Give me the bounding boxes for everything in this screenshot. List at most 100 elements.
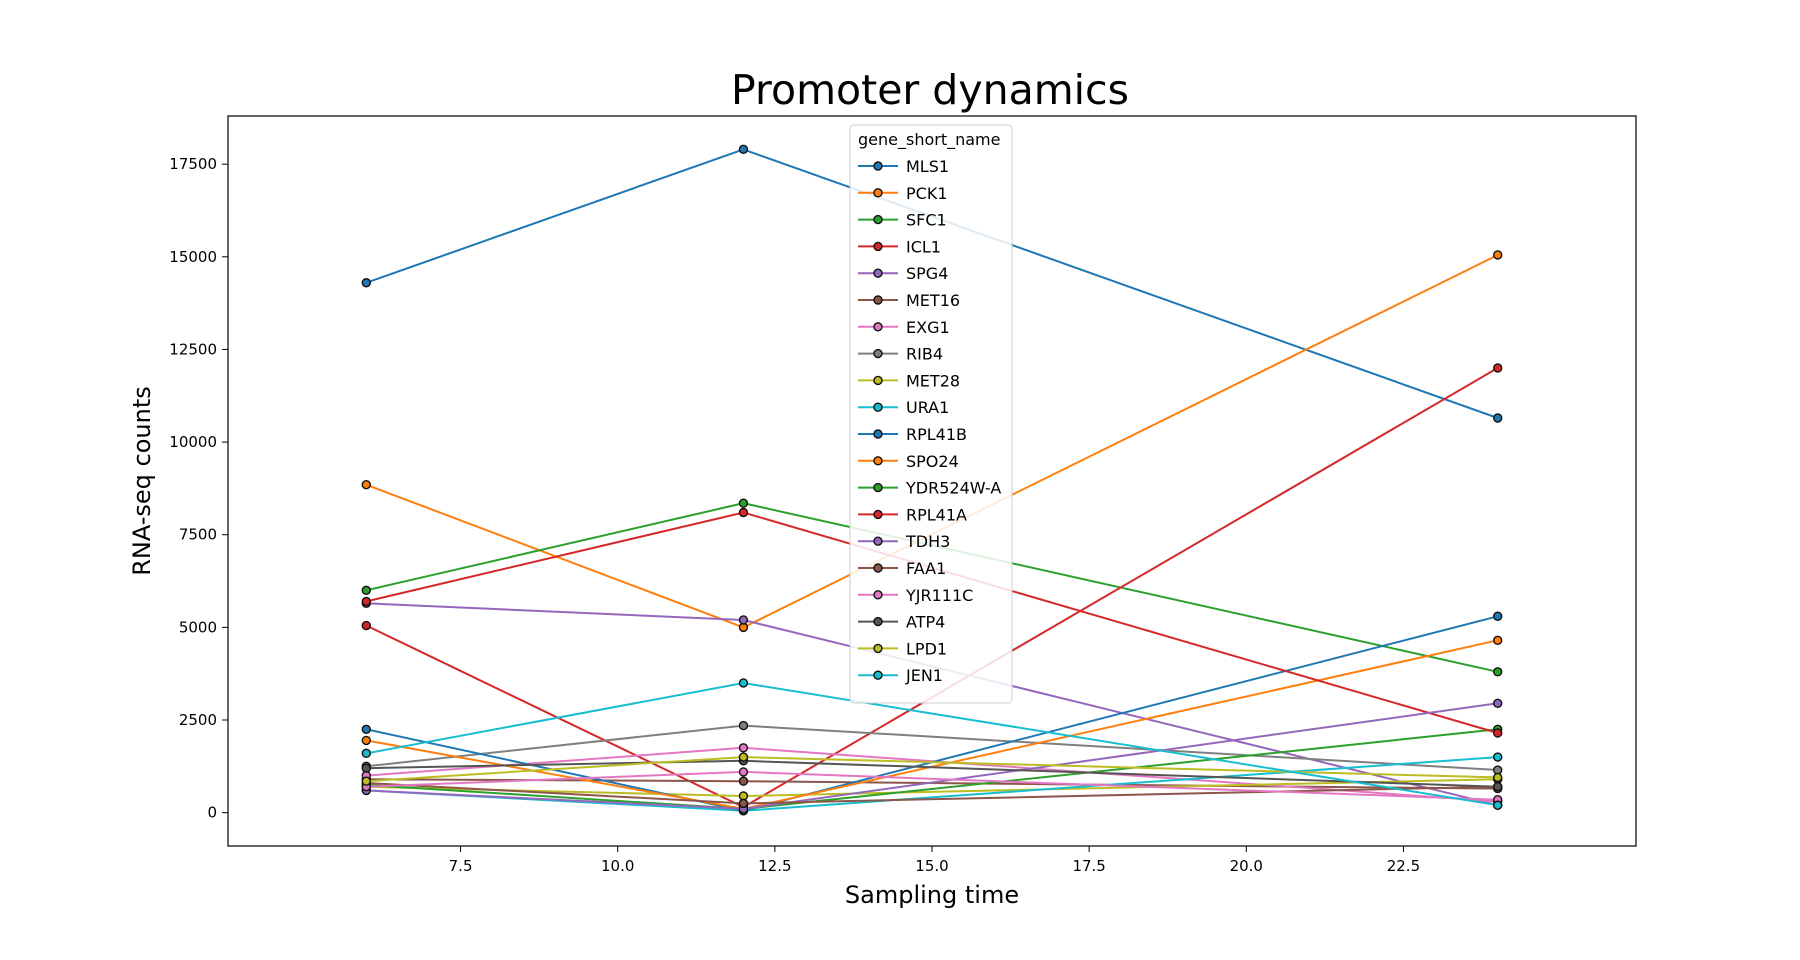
legend-box [849, 124, 1013, 704]
legend-item: SFC1 [858, 211, 947, 230]
legend-marker [873, 670, 883, 680]
legend-item: SPO24 [858, 452, 959, 471]
x-tick-label: 7.5 [449, 857, 473, 875]
legend-label: ICL1 [906, 237, 941, 256]
data-point [1493, 800, 1503, 810]
legend-label: SPG4 [906, 264, 948, 283]
data-point [1493, 772, 1503, 783]
x-tick-label: 10.0 [601, 857, 634, 875]
legend-item: ATP4 [858, 613, 945, 632]
data-point [738, 720, 749, 731]
data-point [361, 620, 371, 631]
legend-marker [873, 509, 883, 520]
data-point [361, 585, 371, 596]
data-point [738, 507, 749, 518]
legend-marker [873, 536, 883, 546]
legend-marker [873, 429, 883, 439]
data-point [1493, 667, 1503, 677]
legend-item: FAA1 [858, 559, 946, 578]
series-layer [361, 144, 1503, 816]
legend-label: MET28 [906, 371, 960, 390]
legend-marker [873, 295, 883, 305]
legend-marker [873, 241, 883, 252]
data-point [738, 498, 749, 508]
data-point [361, 776, 371, 786]
legend-item: MET16 [858, 291, 960, 310]
legend-label: ATP4 [906, 613, 945, 632]
legend-item: MET28 [858, 371, 960, 390]
data-point [361, 763, 371, 773]
legend-marker [873, 643, 883, 654]
series-jen1 [361, 678, 1503, 810]
data-point [1493, 611, 1503, 621]
legend-marker [873, 322, 883, 332]
data-point [738, 678, 749, 688]
legend-item: TDH3 [858, 532, 950, 551]
legend-marker [873, 268, 883, 278]
x-tick-label: 12.5 [758, 857, 791, 875]
legend-marker [873, 590, 883, 600]
legend-label: SPO24 [906, 452, 959, 471]
y-tick-label: 5000 [179, 618, 217, 636]
legend-marker [873, 161, 883, 171]
legend-item: URA1 [858, 398, 949, 417]
legend-marker [873, 188, 883, 198]
data-point [1493, 363, 1503, 373]
legend-label: TDH3 [905, 532, 950, 551]
data-point [1493, 782, 1503, 792]
series-mls1 [361, 144, 1503, 423]
y-tick-label: 15000 [169, 248, 217, 266]
series-rpl41a [361, 507, 1503, 738]
legend-item: PCK1 [858, 184, 948, 203]
data-point [1493, 635, 1503, 646]
legend-label: EXG1 [906, 318, 950, 337]
legend-marker [873, 214, 883, 225]
data-point [361, 748, 371, 759]
y-tick-label: 10000 [169, 433, 217, 451]
legend-marker [873, 563, 883, 573]
series-lpd1 [361, 752, 1503, 786]
data-point [361, 735, 371, 746]
legend-label: MLS1 [906, 157, 949, 176]
legend-marker [873, 482, 883, 493]
legend-label: MET16 [906, 291, 960, 310]
x-tick-label: 22.5 [1387, 857, 1420, 875]
y-axis: 0 2500 5000 7500 10000 12500 15000 17500 [169, 155, 228, 822]
legend-marker [873, 375, 883, 386]
legend-item: YDR524W-A [858, 479, 1001, 498]
data-point [738, 776, 749, 786]
data-point [1493, 752, 1503, 762]
data-point [1493, 728, 1503, 738]
legend-marker [873, 402, 883, 412]
x-tick-label: 17.5 [1072, 857, 1105, 875]
legend-label: PCK1 [906, 184, 948, 203]
y-tick-label: 17500 [169, 155, 217, 173]
y-tick-label: 0 [207, 804, 217, 822]
legend-label: YDR524W-A [905, 479, 1001, 498]
legend-title: gene_short_name [858, 130, 1000, 150]
legend-label: FAA1 [906, 559, 946, 578]
data-point [738, 615, 749, 625]
legend-label: RPL41A [906, 505, 967, 524]
legend-item: JEN1 [858, 666, 943, 685]
legend-item: LPD1 [858, 639, 947, 658]
x-tick-label: 20.0 [1230, 857, 1263, 875]
y-tick-label: 7500 [179, 526, 217, 544]
legend-label: URA1 [906, 398, 949, 417]
data-point [1493, 698, 1503, 709]
plot-frame [227, 115, 1637, 847]
data-point [738, 767, 749, 777]
legend-label: YJR111C [905, 586, 973, 605]
y-axis-label: RNA-seq counts [128, 386, 156, 576]
x-tick-label: 15.0 [915, 857, 948, 875]
legend: gene_short_name MLS1 PCK1 SFC1 ICL1 SPG4 MET16… [849, 124, 1013, 704]
data-point [738, 743, 749, 753]
legend-label: RIB4 [906, 345, 943, 364]
data-point [738, 798, 749, 809]
data-point [361, 480, 371, 490]
data-point [361, 596, 371, 607]
y-tick-label: 2500 [179, 711, 217, 729]
series-pck1 [361, 250, 1503, 633]
legend-marker [873, 456, 883, 466]
